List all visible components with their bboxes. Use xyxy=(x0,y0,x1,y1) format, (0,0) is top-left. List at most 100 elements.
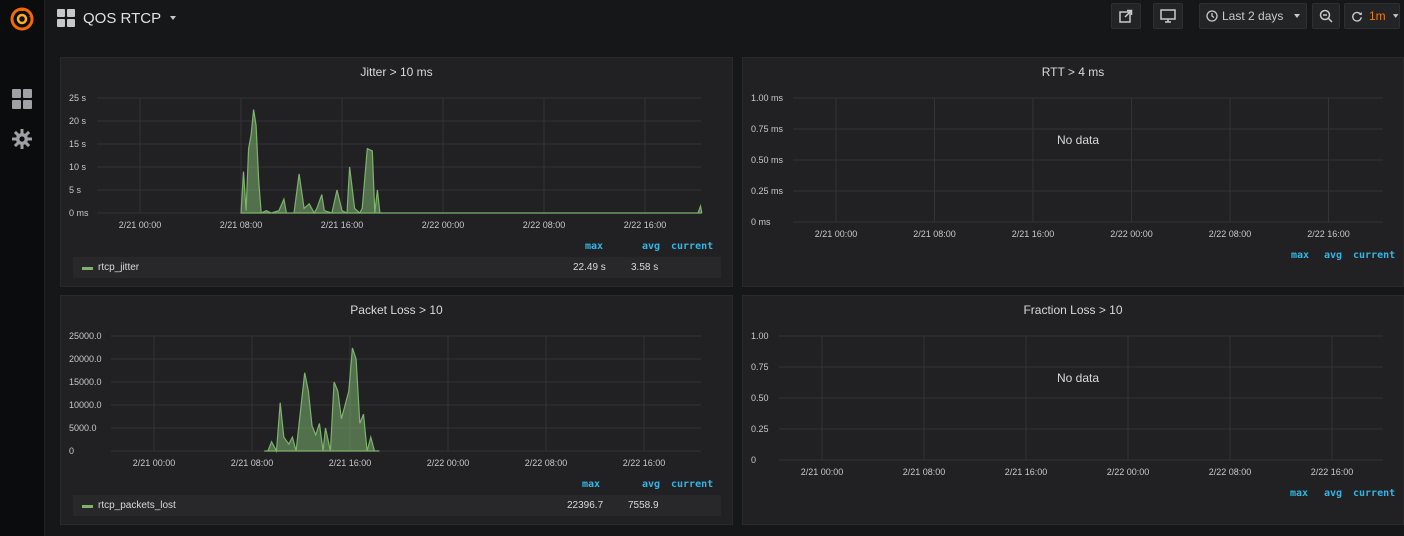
y-tick-label: 0.25 xyxy=(751,424,769,434)
dashboard-title: QOS RTCP xyxy=(83,9,162,27)
refresh-interval: 1m xyxy=(1368,9,1386,23)
legend-header-avg[interactable]: avg xyxy=(1324,488,1343,499)
x-tick-label: 2/22 16:00 xyxy=(624,220,667,230)
y-tick-label: 15000.0 xyxy=(69,377,102,387)
fraction-loss-graph: 0 0.25 0.50 0.75 1.00 2/21 00:00 2/21 08:00 2/2… xyxy=(751,331,1383,477)
x-tick-label: 2/21 08:00 xyxy=(220,220,263,230)
panel-title[interactable]: Packet Loss > 10 xyxy=(350,303,443,317)
x-tick-label: 2/22 08:00 xyxy=(1209,229,1252,239)
y-tick-label: 10 s xyxy=(69,162,87,172)
refresh-picker[interactable]: 1m xyxy=(1344,3,1400,29)
x-tick-label: 2/21 00:00 xyxy=(801,467,844,477)
y-tick-label: 20 s xyxy=(69,116,87,126)
caret-down-icon xyxy=(1392,14,1399,18)
dashboard-title-picker[interactable]: QOS RTCP xyxy=(57,8,177,28)
x-tick-label: 2/21 00:00 xyxy=(133,458,176,468)
y-tick-label: 5 s xyxy=(69,185,82,195)
series-color-swatch xyxy=(82,505,93,508)
x-tick-label: 2/22 08:00 xyxy=(525,458,568,468)
y-tick-label: 0 ms xyxy=(751,217,771,227)
panel-title[interactable]: RTT > 4 ms xyxy=(1041,65,1105,79)
grafana-logo-icon[interactable] xyxy=(7,4,37,34)
legend-series-name: rtcp_packets_lost xyxy=(98,500,176,511)
legend-header-max[interactable]: max xyxy=(1291,250,1310,261)
legend-header-current[interactable]: current xyxy=(1353,488,1396,499)
series-area-rtcp_jitter[interactable] xyxy=(240,109,703,215)
y-tick-label: 1.00 xyxy=(751,331,769,341)
y-tick-label: 15 s xyxy=(69,139,87,149)
panel-jitter: Jitter > 10 ms 0 ms 5 s 10 s 15 s 20 s 25 s 2/… xyxy=(60,57,733,287)
legend-row[interactable]: rtcp_packets_lost 22396.7 7558.9 xyxy=(73,495,721,516)
monitor-icon xyxy=(1160,9,1176,23)
x-tick-label: 2/22 00:00 xyxy=(422,220,465,230)
refresh-icon xyxy=(1352,11,1362,22)
x-tick-label: 2/22 08:00 xyxy=(523,220,566,230)
panel-title[interactable]: Fraction Loss > 10 xyxy=(1023,303,1123,317)
y-tick-label: 1.00 ms xyxy=(751,93,784,103)
x-tick-label: 2/22 00:00 xyxy=(427,458,470,468)
x-tick-label: 2/21 00:00 xyxy=(815,229,858,239)
legend-series-name: rtcp_jitter xyxy=(98,262,140,273)
no-data-message: No data xyxy=(1057,371,1100,385)
y-tick-label: 0.75 xyxy=(751,362,769,372)
x-tick-label: 2/21 08:00 xyxy=(913,229,956,239)
legend-max-value: 22.49 s xyxy=(573,262,606,273)
panel-title[interactable]: Jitter > 10 ms xyxy=(360,65,433,79)
y-tick-label: 0 xyxy=(69,446,74,456)
legend-header-current[interactable]: current xyxy=(671,479,714,490)
y-tick-label: 10000.0 xyxy=(69,400,102,410)
series-color-swatch xyxy=(82,267,93,270)
x-tick-label: 2/21 16:00 xyxy=(329,458,372,468)
caret-down-icon xyxy=(1294,14,1301,18)
top-navbar: QOS RTCP Last 2 days 1m xyxy=(45,0,1404,40)
legend-header-current[interactable]: current xyxy=(671,241,714,252)
y-tick-label: 0.75 ms xyxy=(751,124,784,134)
time-range-picker[interactable]: Last 2 days xyxy=(1199,3,1307,29)
legend-header-avg[interactable]: avg xyxy=(642,479,661,490)
legend-header-current[interactable]: current xyxy=(1353,250,1396,261)
share-icon xyxy=(1119,9,1133,23)
legend-header-max[interactable]: max xyxy=(582,479,601,490)
legend-header-avg[interactable]: avg xyxy=(642,241,661,252)
panel-rtt: RTT > 4 ms 0 ms 0.25 ms 0.50 ms 0.75 ms 1.00… xyxy=(742,57,1404,287)
y-tick-label: 0.25 ms xyxy=(751,186,784,196)
panel-packet-loss: Packet Loss > 10 0 5000.0 10000.0 15000.0 20… xyxy=(60,295,733,525)
x-tick-label: 2/21 16:00 xyxy=(321,220,364,230)
legend-row[interactable]: rtcp_jitter 22.49 s 3.58 s xyxy=(73,257,721,278)
x-tick-label: 2/21 08:00 xyxy=(231,458,274,468)
share-button[interactable] xyxy=(1111,3,1141,29)
rtt-graph: 0 ms 0.25 ms 0.50 ms 0.75 ms 1.00 ms 2/21 00:… xyxy=(751,93,1383,239)
x-tick-label: 2/22 00:00 xyxy=(1107,467,1150,477)
y-tick-label: 0 ms xyxy=(69,208,89,218)
legend-header-max[interactable]: max xyxy=(585,241,604,252)
x-tick-label: 2/22 00:00 xyxy=(1110,229,1153,239)
y-tick-label: 0 xyxy=(751,455,756,465)
no-data-message: No data xyxy=(1057,133,1100,147)
packet-loss-graph: 0 5000.0 10000.0 15000.0 20000.0 25000.0 2/21 … xyxy=(69,331,701,468)
x-tick-label: 2/22 16:00 xyxy=(623,458,666,468)
x-tick-label: 2/22 16:00 xyxy=(1311,467,1354,477)
jitter-graph: 0 ms 5 s 10 s 15 s 20 s 25 s 2/21 00:00 2/21 08… xyxy=(69,93,703,230)
y-tick-label: 25 s xyxy=(69,93,87,103)
sidebar xyxy=(0,0,45,536)
legend-header-max[interactable]: max xyxy=(1290,488,1309,499)
clock-icon xyxy=(1206,10,1218,22)
x-tick-label: 2/21 16:00 xyxy=(1005,467,1048,477)
dashboards-grid-icon[interactable] xyxy=(7,84,37,114)
series-area-rtcp_packets_lost[interactable] xyxy=(264,347,380,454)
x-tick-label: 2/21 16:00 xyxy=(1012,229,1055,239)
x-tick-label: 2/21 08:00 xyxy=(903,467,946,477)
y-tick-label: 25000.0 xyxy=(69,331,102,341)
legend-header-avg[interactable]: avg xyxy=(1324,250,1343,261)
y-tick-label: 5000.0 xyxy=(69,423,97,433)
caret-down-icon xyxy=(170,16,177,20)
legend-avg-value: 3.58 s xyxy=(631,262,659,273)
y-tick-label: 0.50 xyxy=(751,393,769,403)
time-range-label: Last 2 days xyxy=(1222,9,1284,23)
gear-icon[interactable] xyxy=(7,124,37,154)
legend-avg-value: 7558.9 xyxy=(628,500,659,511)
zoom-out-button[interactable] xyxy=(1312,3,1340,29)
tv-mode-button[interactable] xyxy=(1153,3,1183,29)
legend-max-value: 22396.7 xyxy=(567,500,604,511)
dashboards-grid-icon xyxy=(57,9,75,27)
